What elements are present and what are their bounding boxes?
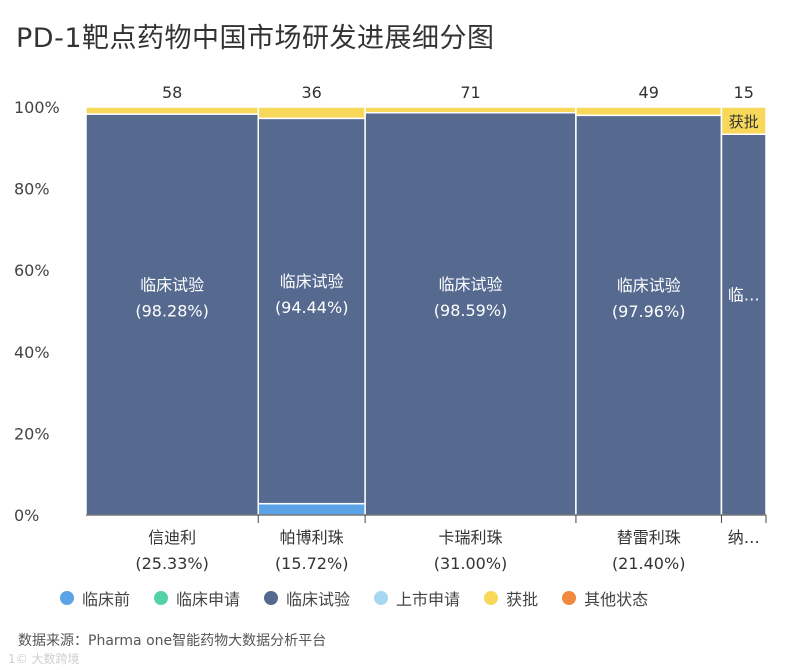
legend-item[interactable]: 其他状态: [562, 586, 648, 610]
legend-item[interactable]: 上市申请: [374, 586, 460, 610]
bar-total-label: 71: [460, 83, 480, 102]
y-tick-label: 0%: [14, 506, 39, 525]
segment-percent-label: (98.28%): [135, 302, 209, 321]
segment-label: 临…: [728, 286, 760, 305]
legend-label: 临床申请: [176, 590, 241, 609]
segment-label: 临床试验: [280, 272, 344, 291]
segment-percent-label: (94.44%): [275, 298, 349, 317]
segment-percent-label: (98.59%): [434, 301, 508, 320]
legend-marker-icon: [562, 591, 577, 605]
bar-segment: [85, 113, 259, 516]
legend: 临床前 临床申请 临床试验 上市申请 获批 其他状态: [60, 586, 648, 610]
watermark: 1© 大数跨境: [8, 652, 80, 666]
bar-segment: [575, 106, 723, 117]
marimekko-chart: 0% 20% 40% 60% 80% 100% 临床试验 (98.28%) 58 信迪利 (25.3…: [14, 83, 767, 573]
legend-label: 临床前: [82, 590, 131, 609]
bar-total-label: 36: [302, 83, 322, 102]
bar-total-label: 58: [162, 83, 182, 102]
y-tick-label: 40%: [14, 343, 50, 362]
data-source-note: 数据来源：Pharma one智能药物大数据分析平台: [18, 633, 327, 649]
x-share-label: (31.00%): [434, 554, 508, 573]
x-category-label: 纳…: [728, 528, 760, 547]
legend-marker-icon: [374, 591, 389, 605]
x-share-label: (21.40%): [612, 554, 686, 573]
segment-label: 临床试验: [617, 276, 681, 295]
legend-marker-icon: [60, 591, 74, 605]
segment-label: 临床试验: [439, 275, 503, 294]
x-category-label: 替雷利珠: [617, 528, 681, 547]
y-tick-label: 60%: [14, 261, 50, 280]
bar-segment: [257, 502, 366, 516]
y-tick-label: 80%: [14, 180, 50, 199]
bar-segment: [720, 106, 767, 135]
x-category-label: 卡瑞利珠: [439, 528, 503, 547]
legend-marker-icon: [264, 591, 279, 605]
legend-label: 上市申请: [396, 590, 461, 609]
legend-item[interactable]: 获批: [484, 586, 538, 610]
x-category-label: 信迪利: [148, 528, 196, 547]
chart-title: PD-1靶点药物中国市场研发进展细分图: [16, 23, 495, 54]
bar-segment: [364, 106, 577, 114]
bar-segment: [720, 133, 767, 516]
legend-label: 其他状态: [584, 590, 649, 609]
legend-label: 临床试验: [286, 590, 351, 609]
x-category-label: 帕博利珠: [280, 528, 344, 547]
legend-item[interactable]: 临床前: [60, 586, 130, 610]
legend-item[interactable]: 临床试验: [264, 586, 350, 610]
legend-marker-icon: [484, 591, 499, 605]
x-share-label: (15.72%): [275, 554, 349, 573]
legend-marker-icon: [154, 591, 169, 605]
segment-label: 获批: [729, 113, 759, 131]
y-tick-label: 20%: [14, 424, 50, 443]
bar-total-label: 15: [734, 83, 754, 102]
bar-segment: [257, 106, 366, 120]
bar-segment: [85, 106, 259, 115]
y-tick-label: 100%: [14, 98, 60, 117]
bar-segment: [364, 112, 577, 516]
segment-label: 临床试验: [140, 276, 204, 295]
legend-label: 获批: [506, 590, 539, 609]
segment-percent-label: (97.96%): [612, 302, 686, 321]
bar-total-label: 49: [639, 83, 659, 102]
x-share-label: (25.33%): [135, 554, 209, 573]
legend-item[interactable]: 临床申请: [154, 586, 240, 610]
